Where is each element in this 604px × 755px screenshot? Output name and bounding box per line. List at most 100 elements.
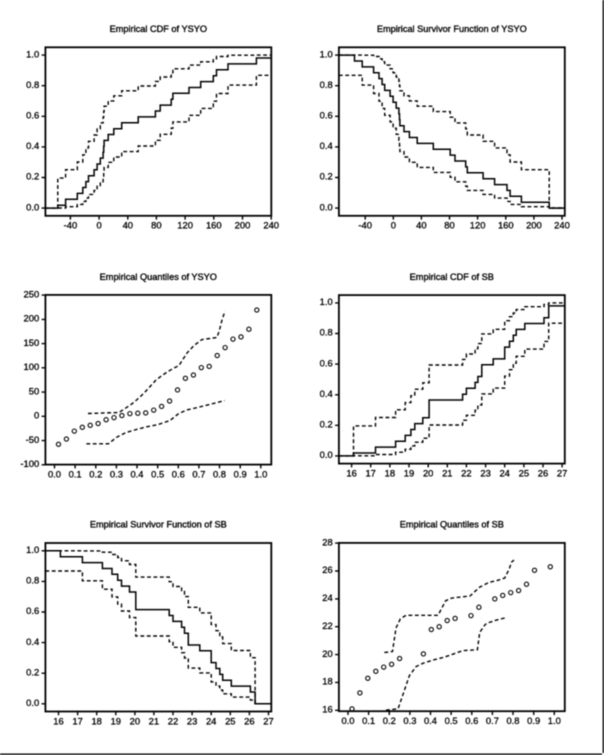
svg-text:24: 24 (206, 715, 216, 726)
svg-text:0.0: 0.0 (320, 201, 333, 212)
svg-text:80: 80 (444, 220, 454, 231)
svg-text:100: 100 (24, 361, 40, 372)
svg-text:18: 18 (91, 715, 101, 726)
svg-text:250: 250 (24, 288, 40, 299)
svg-text:200: 200 (235, 220, 251, 231)
svg-text:-40: -40 (358, 220, 372, 231)
svg-text:17: 17 (72, 715, 82, 726)
svg-text:0.5: 0.5 (445, 715, 458, 726)
svg-text:120: 120 (177, 220, 193, 231)
svg-text:0.6: 0.6 (320, 357, 333, 368)
svg-text:22: 22 (322, 620, 332, 631)
svg-text:0.1: 0.1 (362, 715, 375, 726)
svg-text:0.7: 0.7 (192, 469, 205, 480)
svg-text:150: 150 (24, 337, 40, 348)
svg-text:0.2: 0.2 (26, 171, 39, 182)
svg-text:16: 16 (322, 704, 332, 715)
svg-text:240: 240 (554, 220, 570, 231)
svg-text:0.4: 0.4 (320, 140, 333, 151)
svg-text:240: 240 (263, 220, 279, 231)
svg-text:Empirical Quantiles of YSYO: Empirical Quantiles of YSYO (100, 272, 217, 282)
svg-text:1.0: 1.0 (320, 296, 333, 307)
svg-text:27: 27 (557, 468, 567, 479)
svg-text:1.0: 1.0 (26, 544, 39, 555)
svg-text:1.0: 1.0 (254, 469, 267, 480)
svg-text:18: 18 (322, 676, 332, 687)
svg-text:21: 21 (149, 715, 159, 726)
svg-text:24: 24 (322, 592, 332, 603)
svg-text:0.6: 0.6 (26, 605, 39, 616)
svg-text:0.4: 0.4 (26, 636, 39, 647)
svg-text:0.2: 0.2 (26, 666, 39, 677)
svg-text:0.6: 0.6 (465, 715, 478, 726)
svg-text:0.0: 0.0 (26, 201, 39, 212)
svg-text:160: 160 (206, 220, 222, 231)
svg-text:0.0: 0.0 (48, 469, 61, 480)
svg-text:0.0: 0.0 (26, 697, 39, 708)
svg-text:25: 25 (225, 715, 235, 726)
svg-text:0.7: 0.7 (486, 715, 499, 726)
svg-text:0: 0 (391, 220, 396, 231)
svg-text:0.0: 0.0 (341, 715, 354, 726)
svg-text:0.8: 0.8 (506, 715, 519, 726)
svg-text:200: 200 (24, 313, 40, 324)
svg-text:0.6: 0.6 (172, 469, 185, 480)
svg-text:23: 23 (480, 468, 490, 479)
svg-text:18: 18 (385, 468, 395, 479)
svg-text:25: 25 (519, 468, 529, 479)
svg-text:0.0: 0.0 (320, 449, 333, 460)
svg-text:0.5: 0.5 (151, 469, 164, 480)
svg-text:120: 120 (470, 220, 486, 231)
svg-text:0.2: 0.2 (383, 715, 396, 726)
svg-text:-50: -50 (26, 434, 40, 445)
svg-text:0.6: 0.6 (320, 110, 333, 121)
svg-text:0.6: 0.6 (26, 110, 39, 121)
svg-text:0.2: 0.2 (89, 469, 102, 480)
svg-text:23: 23 (187, 715, 197, 726)
svg-text:20: 20 (423, 468, 433, 479)
svg-text:19: 19 (111, 715, 121, 726)
svg-text:0.8: 0.8 (26, 79, 39, 90)
svg-text:80: 80 (151, 220, 161, 231)
svg-text:0.3: 0.3 (403, 715, 416, 726)
svg-text:28: 28 (322, 536, 332, 547)
svg-text:0.4: 0.4 (130, 469, 143, 480)
svg-text:24: 24 (499, 468, 509, 479)
svg-text:50: 50 (29, 385, 39, 396)
svg-text:16: 16 (346, 468, 356, 479)
svg-text:0.9: 0.9 (527, 715, 540, 726)
svg-text:26: 26 (244, 715, 254, 726)
svg-text:26: 26 (322, 564, 332, 575)
svg-text:200: 200 (526, 220, 542, 231)
svg-text:20: 20 (322, 648, 332, 659)
svg-text:0.8: 0.8 (26, 575, 39, 586)
svg-text:0.1: 0.1 (69, 469, 82, 480)
svg-text:Empirical CDF of YSYO: Empirical CDF of YSYO (110, 24, 207, 34)
svg-text:0.2: 0.2 (320, 171, 333, 182)
svg-text:-40: -40 (64, 220, 78, 231)
svg-text:0.8: 0.8 (320, 79, 333, 90)
svg-text:22: 22 (461, 468, 471, 479)
svg-text:20: 20 (130, 715, 140, 726)
svg-text:0.4: 0.4 (26, 140, 39, 151)
svg-text:26: 26 (538, 468, 548, 479)
svg-text:0.4: 0.4 (424, 715, 437, 726)
svg-text:0: 0 (96, 220, 101, 231)
svg-text:19: 19 (404, 468, 414, 479)
svg-text:1.0: 1.0 (548, 715, 561, 726)
svg-text:160: 160 (498, 220, 514, 231)
svg-text:Empirical Quantiles of SB: Empirical Quantiles of SB (400, 520, 504, 530)
svg-text:Empirical Survivor Function of: Empirical Survivor Function of SB (90, 520, 227, 530)
svg-text:27: 27 (263, 715, 273, 726)
svg-text:0.2: 0.2 (320, 419, 333, 430)
svg-text:Empirical Survivor Function of: Empirical Survivor Function of YSYO (377, 24, 527, 34)
svg-text:17: 17 (365, 468, 375, 479)
svg-text:1.0: 1.0 (320, 48, 333, 59)
svg-text:16: 16 (53, 715, 63, 726)
svg-text:Empirical CDF of SB: Empirical CDF of SB (410, 272, 494, 282)
svg-text:0.8: 0.8 (213, 469, 226, 480)
svg-text:0: 0 (34, 410, 39, 421)
svg-text:0.4: 0.4 (320, 388, 333, 399)
svg-text:21: 21 (442, 468, 452, 479)
svg-text:0.9: 0.9 (234, 469, 247, 480)
